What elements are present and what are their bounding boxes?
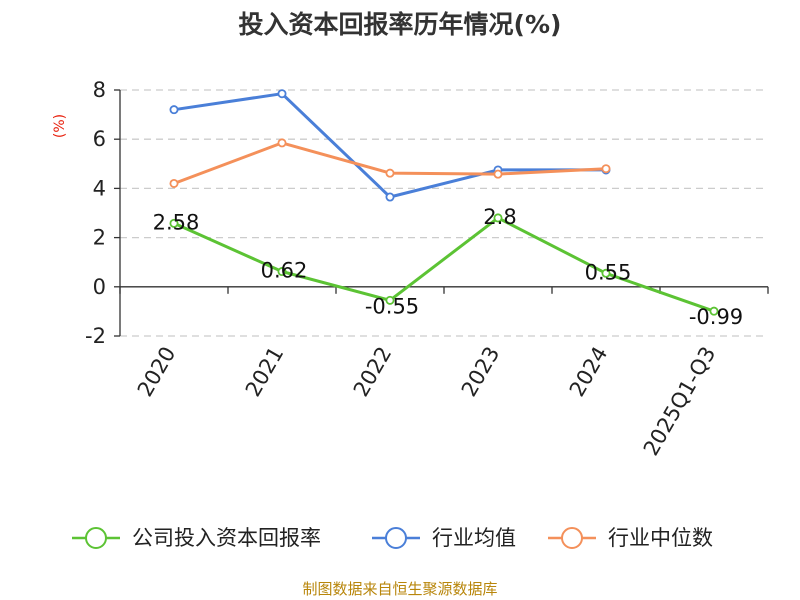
x-tick-label: 2022 [349, 343, 397, 401]
x-tick-label: 2020 [133, 343, 181, 401]
data-point [169, 218, 179, 228]
legend-marker [85, 527, 107, 549]
y-axis-label: (%) [52, 114, 68, 138]
legend-label: 行业中位数 [608, 526, 713, 550]
y-tick-label: 8 [93, 78, 106, 102]
chart-title: 投入资本回报率历年情况(%) [239, 10, 562, 39]
data-point [277, 89, 287, 99]
data-label: 2.8 [483, 205, 516, 229]
data-labels: 2.58 0.62 -0.55 2.8 0.55 -0.99 [153, 205, 744, 329]
data-point [493, 169, 503, 179]
y-ticks: 8 6 4 2 0 -2 [85, 78, 120, 348]
data-point [385, 295, 395, 305]
x-tick-label: 2024 [565, 343, 613, 401]
data-point [493, 213, 503, 223]
x-ticks: 2020 2021 2022 2023 2024 2025Q1-Q3 [133, 343, 721, 460]
series-line [172, 216, 716, 313]
data-point [277, 138, 287, 148]
grid [120, 89, 768, 337]
data-label: 2.58 [153, 210, 200, 234]
data-point [385, 168, 395, 178]
y-tick-label: 4 [93, 176, 106, 200]
y-tick-label: 0 [93, 275, 106, 299]
data-point [601, 164, 611, 174]
source-note: 制图数据来自恒生聚源数据库 [302, 580, 497, 598]
x-tick-label: 2023 [457, 343, 505, 401]
y-tick-label: 6 [93, 127, 106, 151]
data-label: 0.62 [261, 259, 308, 283]
x-tick-label: 2021 [241, 343, 289, 401]
x-tick-label: 2025Q1-Q3 [639, 343, 721, 460]
axes [119, 90, 769, 336]
data-point [277, 267, 287, 277]
legend-label: 行业均值 [432, 526, 516, 550]
data-label: -0.99 [689, 305, 743, 329]
series-line [172, 92, 608, 199]
data-point [385, 192, 395, 202]
legend-label: 公司投入资本回报率 [132, 526, 321, 550]
legend-marker [561, 527, 583, 549]
data-point [169, 178, 179, 188]
legend[interactable]: 公司投入资本回报率 行业均值 行业中位数 [72, 526, 713, 550]
data-label: -0.55 [365, 294, 419, 318]
y-tick-label: -2 [85, 324, 106, 348]
data-point [601, 268, 611, 278]
data-label: 0.55 [585, 260, 632, 284]
y-tick-label: 2 [93, 226, 106, 250]
data-point [709, 306, 719, 316]
series-layer [169, 89, 719, 316]
data-point [169, 105, 179, 115]
legend-marker [385, 527, 407, 549]
